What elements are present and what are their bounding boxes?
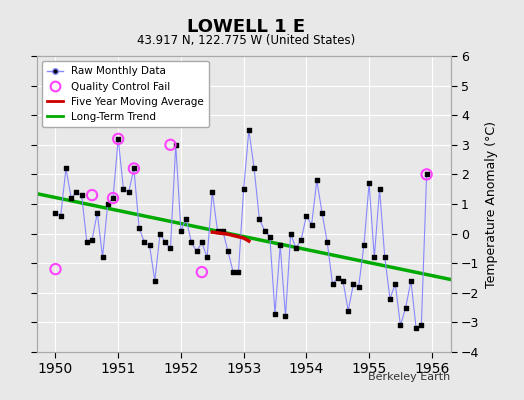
Point [380,254,389,260]
Point [370,254,378,260]
Point [109,195,117,201]
Point [140,239,149,246]
Point [72,189,81,195]
Point [104,201,112,207]
Point [135,224,143,231]
Point [145,242,154,249]
Point [417,322,425,328]
Point [308,222,316,228]
Point [239,186,248,192]
Point [318,210,326,216]
Point [412,325,420,332]
Point [57,213,65,219]
Point [329,281,337,287]
Point [78,192,86,198]
Point [401,304,410,311]
Point [292,245,300,252]
Y-axis label: Temperature Anomaly (°C): Temperature Anomaly (°C) [485,120,498,288]
Point [166,142,174,148]
Point [213,228,222,234]
Point [365,180,373,186]
Point [422,171,431,178]
Text: 43.917 N, 122.775 W (United States): 43.917 N, 122.775 W (United States) [137,34,355,47]
Point [166,245,174,252]
Point [260,228,269,234]
Point [198,269,206,275]
Point [407,278,415,284]
Point [281,313,290,320]
Point [255,216,264,222]
Point [245,127,253,133]
Point [51,266,60,272]
Point [99,254,107,260]
Text: LOWELL 1 E: LOWELL 1 E [187,18,305,36]
Point [161,239,169,246]
Point [203,254,211,260]
Point [276,242,285,249]
Point [130,165,138,172]
Point [93,210,102,216]
Point [229,269,237,275]
Point [192,248,201,254]
Point [88,192,96,198]
Point [182,216,190,222]
Point [375,186,384,192]
Point [354,284,363,290]
Point [344,307,353,314]
Point [386,296,394,302]
Point [349,281,357,287]
Point [250,165,258,172]
Text: Berkeley Earth: Berkeley Earth [368,372,451,382]
Point [302,213,311,219]
Point [119,186,128,192]
Point [109,195,117,201]
Point [224,248,232,254]
Point [51,210,60,216]
Point [422,171,431,178]
Point [271,310,279,317]
Point [130,165,138,172]
Point [150,278,159,284]
Point [359,242,368,249]
Point [313,177,321,184]
Point [391,281,399,287]
Legend: Raw Monthly Data, Quality Control Fail, Five Year Moving Average, Long-Term Tren: Raw Monthly Data, Quality Control Fail, … [42,61,209,127]
Point [287,230,295,237]
Point [114,136,123,142]
Point [62,165,70,172]
Point [208,189,216,195]
Point [114,136,123,142]
Point [88,236,96,243]
Point [156,230,164,237]
Point [125,189,133,195]
Point [219,228,227,234]
Point [339,278,347,284]
Point [67,195,75,201]
Point [266,233,274,240]
Point [198,239,206,246]
Point [334,275,342,281]
Point [171,142,180,148]
Point [83,239,91,246]
Point [323,239,332,246]
Point [234,269,243,275]
Point [396,322,405,328]
Point [187,239,195,246]
Point [177,228,185,234]
Point [297,236,305,243]
